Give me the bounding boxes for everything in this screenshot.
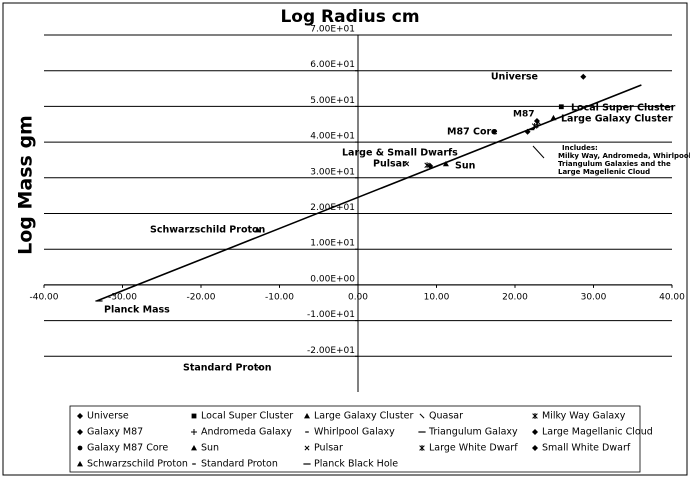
marker — [533, 118, 540, 125]
annotation: Triangulum Galaxies and the — [558, 160, 671, 168]
legend-marker — [419, 413, 425, 419]
legend-label: Milky Way Galaxy — [542, 411, 626, 422]
legend-label: Planck Black Hole — [314, 459, 398, 470]
legend-label: Large Galaxy Cluster — [314, 411, 413, 422]
legend-label: Universe — [87, 411, 129, 422]
x-tick-label: 10.00 — [424, 292, 450, 302]
y-tick-label: 5.00E+01 — [310, 96, 355, 106]
y-tick-label: 7.00E+01 — [310, 25, 355, 35]
marker — [427, 163, 434, 170]
y-tick-label: 4.00E+01 — [310, 132, 355, 142]
y-tick-label: 1.00E+01 — [310, 239, 355, 249]
legend-marker — [77, 429, 83, 435]
legend-label: Whirlpool Galaxy — [314, 427, 395, 438]
annotation: Large & Small Dwarfs — [342, 148, 458, 159]
legend-marker — [191, 413, 197, 419]
annotation: Includes: — [562, 144, 598, 152]
legend-label: Andromeda Galaxy — [201, 427, 292, 438]
annotation: Sun — [455, 161, 476, 172]
legend-marker — [191, 429, 197, 435]
x-tick-label: -30.00 — [108, 292, 137, 302]
annotation-arrow — [532, 145, 545, 159]
annotation: Milky Way, Andromeda, Whirlpool & — [558, 152, 690, 160]
legend-label: Galaxy M87 — [87, 427, 143, 438]
y-tick-label: 6.00E+01 — [310, 60, 355, 70]
annotation: Local Super Cluster — [571, 103, 676, 114]
x-tick-label: 20.00 — [502, 292, 528, 302]
legend-box — [69, 405, 641, 473]
marker — [550, 114, 557, 121]
annotation: Planck Mass — [104, 305, 170, 316]
marker — [404, 161, 410, 167]
legend-label: Standard Proton — [201, 459, 278, 470]
legend-marker — [77, 445, 83, 451]
trendline — [96, 84, 642, 302]
annotation: M87 Core — [447, 127, 498, 138]
legend-label: Pulsar — [314, 443, 343, 454]
legend-marker — [419, 445, 425, 451]
y-tick-label: -2.00E+01 — [307, 346, 355, 356]
annotation: Large Magellenic Cloud — [558, 168, 650, 176]
legend-marker — [532, 429, 538, 435]
legend-marker — [532, 445, 538, 451]
y-axis-label: Log Mass gm — [15, 115, 37, 255]
annotation: Schwarzschild Proton — [150, 225, 266, 236]
annotation: Universe — [491, 72, 538, 83]
legend-label: Small White Dwarf — [542, 443, 631, 454]
legend-label: Quasar — [429, 411, 463, 422]
x-tick-label: -40.00 — [29, 292, 58, 302]
legend-label: Large White Dwarf — [429, 443, 518, 454]
annotation: Standard Proton — [183, 363, 272, 374]
legend-label: Galaxy M87 Core — [87, 443, 168, 454]
legend-marker — [304, 413, 310, 419]
legend-marker — [191, 445, 197, 451]
chart-title: Log Radius cm — [280, 7, 419, 27]
legend-marker — [77, 461, 83, 467]
x-tick-label: -10.00 — [265, 292, 294, 302]
y-tick-label: 3.00E+01 — [310, 167, 355, 177]
annotation: M87 — [513, 110, 534, 120]
legend-marker — [304, 445, 310, 451]
legend-label: Local Super Cluster — [201, 411, 293, 422]
y-tick-label: 0.00E+00 — [310, 274, 355, 284]
legend-label: Large Magellanic Cloud — [542, 427, 653, 438]
legend-marker — [77, 413, 83, 419]
legend-label: Schwarzschild Proton — [87, 459, 188, 470]
legend-label: Sun — [201, 443, 219, 454]
marker — [524, 128, 531, 135]
marker — [442, 160, 449, 167]
marker — [580, 73, 587, 80]
marker — [491, 129, 497, 135]
marker — [558, 104, 564, 110]
marker — [254, 226, 261, 233]
x-tick-label: 30.00 — [581, 292, 607, 302]
annotation: Large Galaxy Cluster — [561, 114, 673, 125]
legend-label: Triangulum Galaxy — [428, 427, 518, 438]
legend-marker — [532, 413, 538, 419]
x-tick-label: -20.00 — [186, 292, 215, 302]
annotation: Pulsar — [373, 159, 407, 170]
x-tick-label: 0.00 — [348, 292, 368, 302]
x-tick-label: 40.00 — [659, 292, 685, 302]
y-tick-label: -1.00E+01 — [307, 310, 355, 320]
marker — [534, 121, 541, 128]
